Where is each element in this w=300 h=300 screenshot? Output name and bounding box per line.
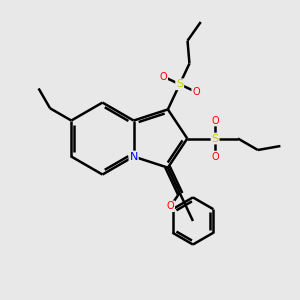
- Text: O: O: [211, 116, 219, 126]
- Text: O: O: [160, 72, 167, 82]
- Text: S: S: [212, 134, 219, 143]
- Text: O: O: [211, 152, 219, 161]
- Text: O: O: [167, 201, 174, 211]
- Text: S: S: [176, 79, 183, 89]
- Text: O: O: [192, 87, 200, 97]
- Text: N: N: [130, 152, 138, 161]
